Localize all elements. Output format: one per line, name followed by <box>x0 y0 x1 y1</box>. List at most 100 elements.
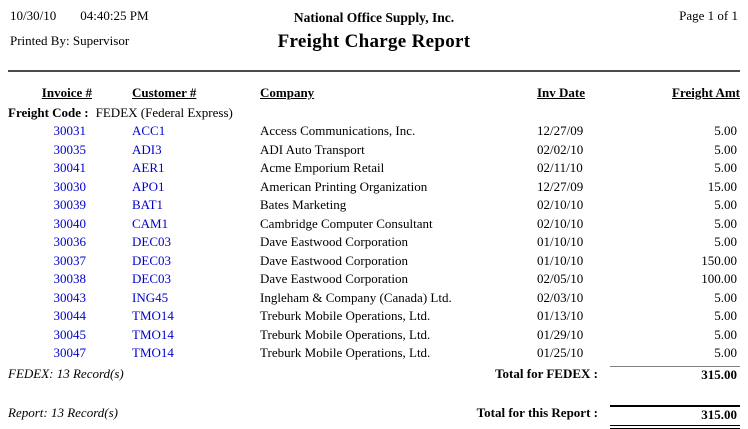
invoice-number-link[interactable]: 30031 <box>53 123 87 138</box>
column-header-invoice: Invoice # <box>41 85 92 100</box>
inv-date-cell: 01/13/10 <box>537 308 584 323</box>
page-number: Page 1 of 1 <box>679 8 738 23</box>
company-cell: Dave Eastwood Corporation <box>260 271 409 286</box>
page-title: Freight Charge Report <box>277 31 471 52</box>
column-header-row: Invoice # Customer # Company Inv Date Fr… <box>8 85 740 101</box>
freight-amt-cell: 5.00 <box>714 160 737 175</box>
table-row: 30045 TMO14 Treburk Mobile Operations, L… <box>8 326 740 345</box>
company-cell: Access Communications, Inc. <box>260 123 416 138</box>
customer-number-link[interactable]: DEC03 <box>132 252 171 268</box>
report-header: 10/30/10 04:40:25 PM Printed By: Supervis… <box>8 0 740 66</box>
inv-date-cell: 12/27/09 <box>537 123 584 138</box>
table-row: 30047 TMO14 Treburk Mobile Operations, L… <box>8 344 740 363</box>
print-datetime: 10/30/10 04:40:25 PM <box>10 8 149 24</box>
column-header-inv-date: Inv Date <box>537 85 586 100</box>
customer-number-link[interactable]: CAM1 <box>132 215 169 231</box>
report-total-amount: 315.00 <box>610 404 740 429</box>
invoice-number-link[interactable]: 30035 <box>53 141 87 157</box>
customer-number-link[interactable]: APO1 <box>132 178 165 194</box>
inv-date-cell: 02/10/10 <box>537 215 584 231</box>
customer-number-link[interactable]: ING45 <box>132 289 169 305</box>
inv-date-cell: 01/10/10 <box>537 252 584 268</box>
table-row: 30037 DEC03 Dave Eastwood Corporation 01… <box>8 252 740 271</box>
invoice-number-link[interactable]: 30036 <box>53 234 87 249</box>
header-center-block: National Office Supply, Inc. Freight Cha… <box>8 8 740 53</box>
inv-date-cell: 01/10/10 <box>537 234 584 249</box>
freight-amt-cell: 15.00 <box>707 178 737 194</box>
invoice-number-link[interactable]: 30047 <box>53 345 87 360</box>
customer-number-link[interactable]: DEC03 <box>132 271 171 286</box>
customer-number-link[interactable]: ACC1 <box>132 123 166 138</box>
company-cell: Dave Eastwood Corporation <box>260 234 409 249</box>
invoice-number-link[interactable]: 30044 <box>53 308 87 323</box>
freight-amt-cell: 5.00 <box>714 197 737 212</box>
column-header-company: Company <box>260 85 315 100</box>
invoice-number-link[interactable]: 30043 <box>53 289 87 305</box>
customer-number-link[interactable]: TMO14 <box>132 345 174 360</box>
inv-date-cell: 01/29/10 <box>537 326 584 342</box>
table-row: 30039 BAT1 Bates Marketing 02/10/10 5.00 <box>8 196 740 215</box>
freight-amt-cell: 5.00 <box>714 345 737 360</box>
table-body: 30031 ACC1 Access Communications, Inc. 1… <box>8 122 740 363</box>
column-header-customer: Customer # <box>132 85 197 100</box>
customer-number-link[interactable]: DEC03 <box>132 234 171 249</box>
inv-date-cell: 01/25/10 <box>537 345 584 360</box>
customer-number-link[interactable]: AER1 <box>132 160 165 175</box>
header-divider <box>8 70 740 72</box>
report-footer-row: Report: 13 Record(s) Total for this Repo… <box>8 404 740 429</box>
invoice-number-link[interactable]: 30030 <box>53 178 87 194</box>
customer-number-link[interactable]: ADI3 <box>132 141 162 157</box>
group-footer-row: FEDEX: 13 Record(s) Total for FEDEX : 31… <box>8 365 740 383</box>
invoice-number-link[interactable]: 30039 <box>53 197 87 212</box>
header-left-block: 10/30/10 04:40:25 PM Printed By: Supervis… <box>10 8 149 49</box>
table-row: 30035 ADI3 ADI Auto Transport 02/02/10 5… <box>8 141 740 160</box>
invoice-number-link[interactable]: 30041 <box>53 160 87 175</box>
company-cell: ADI Auto Transport <box>260 141 365 157</box>
freight-amt-cell: 5.00 <box>714 308 737 323</box>
group-header-row: Freight Code : FEDEX (Federal Express) <box>8 105 740 122</box>
print-time: 04:40:25 PM <box>80 8 149 23</box>
printed-by: Printed By: Supervisor <box>10 33 130 48</box>
table-row: 30041 AER1 Acme Emporium Retail 02/11/10… <box>8 159 740 178</box>
column-header-freight-amt: Freight Amt <box>672 85 740 100</box>
freight-amt-cell: 150.00 <box>701 252 737 268</box>
group-record-count: FEDEX: 13 Record(s) <box>8 365 124 381</box>
customer-number-link[interactable]: BAT1 <box>132 197 164 212</box>
inv-date-cell: 02/10/10 <box>537 197 584 212</box>
group-total-label: Total for FEDEX : <box>495 365 598 381</box>
company-name: National Office Supply, Inc. <box>293 10 455 25</box>
table-row: 30043 ING45 Ingleham & Company (Canada) … <box>8 289 740 308</box>
company-cell: Dave Eastwood Corporation <box>260 252 409 268</box>
print-date: 10/30/10 <box>10 8 57 23</box>
customer-number-link[interactable]: TMO14 <box>132 326 174 342</box>
table-row: 30040 CAM1 Cambridge Computer Consultant… <box>8 215 740 234</box>
freight-amt-cell: 5.00 <box>714 141 737 157</box>
table-row: 30036 DEC03 Dave Eastwood Corporation 01… <box>8 233 740 252</box>
company-cell: Ingleham & Company (Canada) Ltd. <box>260 289 452 305</box>
invoice-number-link[interactable]: 30045 <box>53 326 87 342</box>
freight-amt-cell: 5.00 <box>714 234 737 249</box>
freight-amt-cell: 5.00 <box>714 326 737 342</box>
group-total-amount: 315.00 <box>610 365 740 383</box>
table-row: 30030 APO1 American Printing Organizatio… <box>8 178 740 197</box>
company-cell: Treburk Mobile Operations, Ltd. <box>260 326 431 342</box>
freight-amt-cell: 100.00 <box>701 271 737 286</box>
freight-amt-cell: 5.00 <box>714 215 737 231</box>
freight-amt-cell: 5.00 <box>714 289 737 305</box>
table-row: 30031 ACC1 Access Communications, Inc. 1… <box>8 122 740 141</box>
customer-number-link[interactable]: TMO14 <box>132 308 174 323</box>
freight-amt-cell: 5.00 <box>714 123 737 138</box>
company-cell: American Printing Organization <box>260 178 428 194</box>
table-row: 30044 TMO14 Treburk Mobile Operations, L… <box>8 307 740 326</box>
report-total-label: Total for this Report : <box>476 404 598 420</box>
company-cell: Acme Emporium Retail <box>260 160 385 175</box>
freight-code-value: FEDEX (Federal Express) <box>95 105 233 120</box>
inv-date-cell: 02/03/10 <box>537 289 584 305</box>
invoice-number-link[interactable]: 30037 <box>53 252 87 268</box>
invoice-number-link[interactable]: 30040 <box>53 215 87 231</box>
invoice-number-link[interactable]: 30038 <box>53 271 87 286</box>
report-record-count: Report: 13 Record(s) <box>8 404 118 420</box>
inv-date-cell: 12/27/09 <box>537 178 584 194</box>
inv-date-cell: 02/05/10 <box>537 271 584 286</box>
